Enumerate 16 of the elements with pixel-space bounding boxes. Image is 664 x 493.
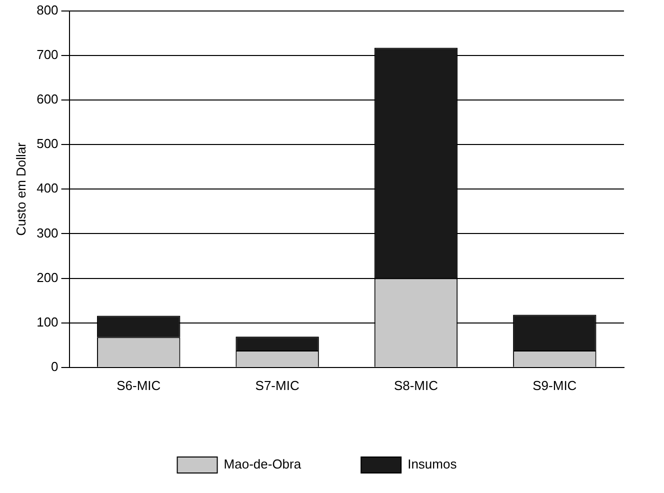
x-tick-label: S9-MIC [532, 378, 577, 393]
y-tick-label: 300 [36, 225, 58, 240]
legend-label: Insumos [408, 456, 458, 472]
x-tick-label: S7-MIC [255, 378, 300, 393]
x-tick-label: S8-MIC [394, 378, 438, 393]
y-tick-label: 500 [36, 136, 58, 152]
y-tick-label: 200 [36, 270, 58, 285]
y-tick-label: 100 [36, 314, 58, 330]
y-tick-label: 800 [36, 2, 58, 18]
x-tick-label: S6-MIC [116, 378, 161, 393]
y-axis-title: Custo em Dollar [13, 142, 28, 236]
y-tick-label: 700 [36, 46, 58, 62]
y-tick-label: 600 [36, 92, 58, 107]
y-tick-label: 0 [51, 358, 58, 374]
y-tick-label: 400 [36, 180, 58, 196]
legend-label: Mao-de-Obra [224, 456, 302, 472]
